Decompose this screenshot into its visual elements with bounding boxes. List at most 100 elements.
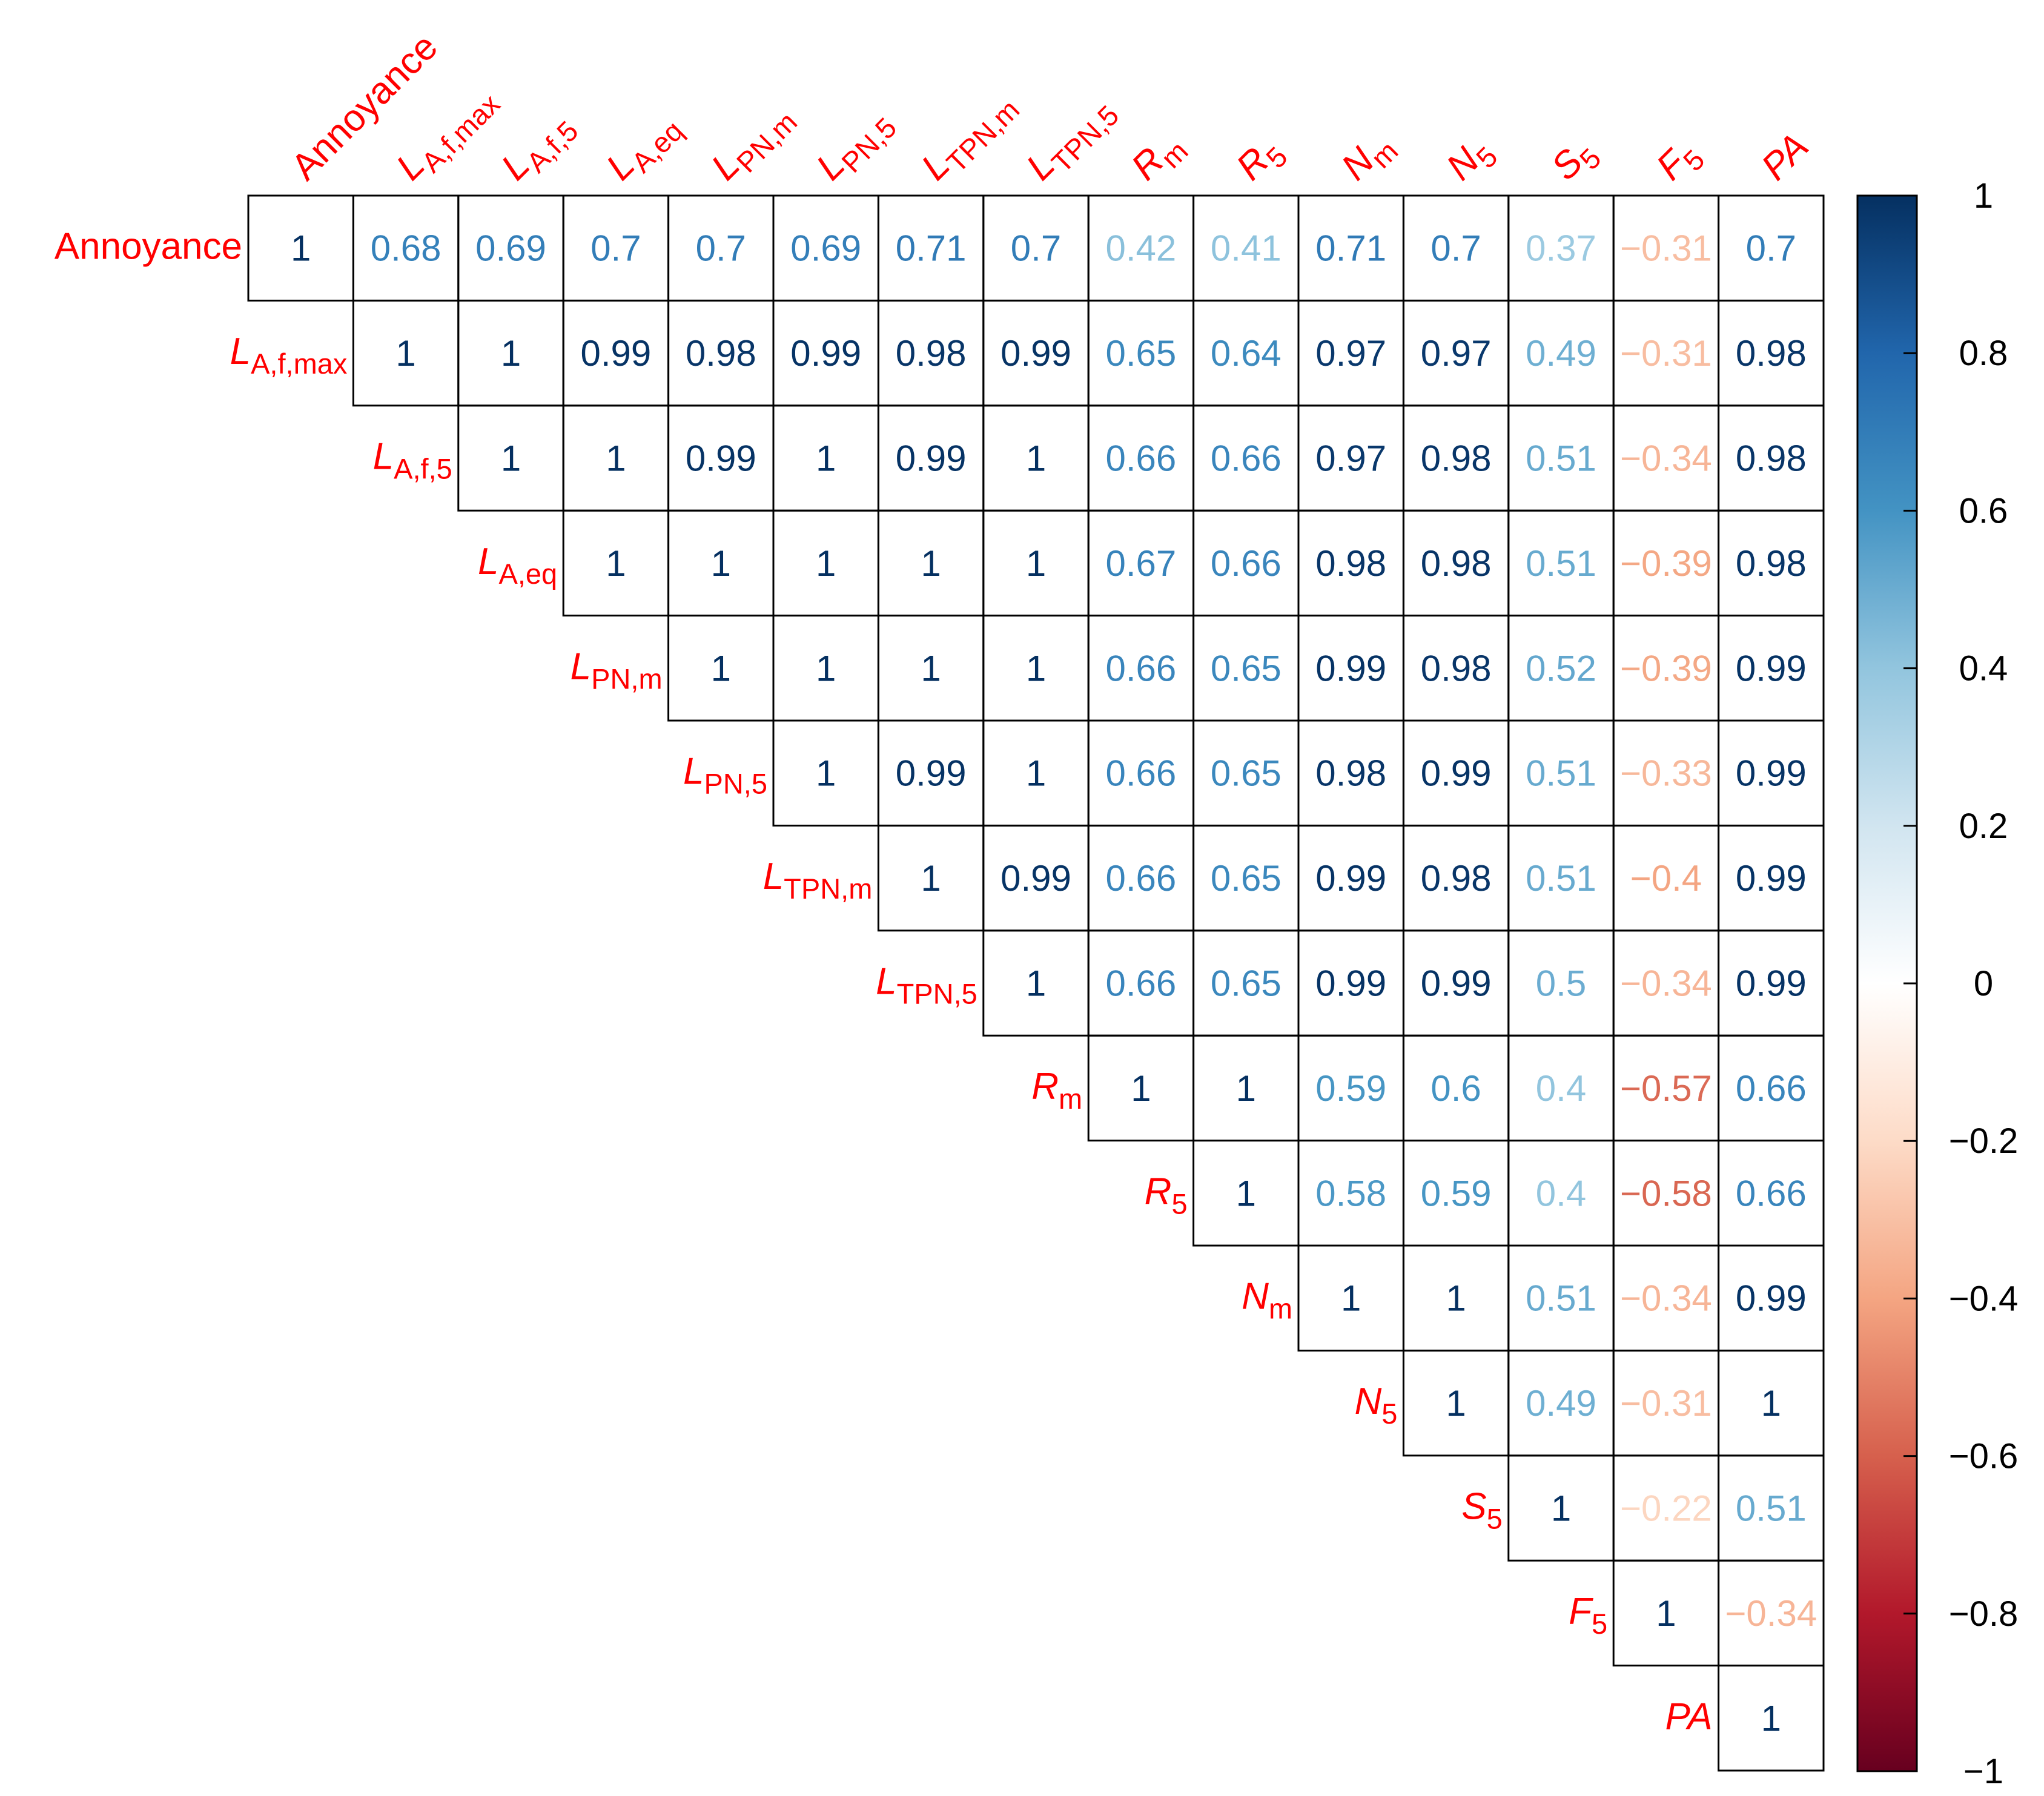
colorbar-tick-label: −0.6 xyxy=(1949,1437,2019,1476)
matrix-cell: 0.68 xyxy=(352,194,460,302)
cell-value: 0.65 xyxy=(1211,753,1282,794)
cell-value: 0.99 xyxy=(1315,648,1386,688)
cell-value: 0.99 xyxy=(1001,333,1071,374)
cell-value: 0.7 xyxy=(696,228,746,269)
matrix-cell: 0.5 xyxy=(1507,929,1615,1037)
row-label: Nm xyxy=(1242,1276,1292,1325)
matrix-cell: 1 xyxy=(877,509,985,617)
cell-value: −0.34 xyxy=(1620,1278,1712,1319)
matrix-cell: 0.37 xyxy=(1507,194,1615,302)
row-label: LTPN,m xyxy=(763,856,873,905)
cell-value: 1 xyxy=(1446,1383,1466,1424)
matrix-cell: 0.65 xyxy=(1192,929,1300,1037)
label-base: S xyxy=(1461,1486,1486,1528)
row-label: Rm xyxy=(1031,1066,1082,1115)
cell-value: 0.99 xyxy=(896,753,967,794)
column-label: N5 xyxy=(1438,128,1503,193)
label-base: L xyxy=(230,331,251,372)
colorbar-tick-label: −0.4 xyxy=(1949,1279,2019,1318)
cell-value: 0.7 xyxy=(590,228,641,269)
matrix-cell: 0.99 xyxy=(982,299,1090,407)
cell-value: 0.69 xyxy=(475,228,546,269)
cell-value: 0.5 xyxy=(1536,963,1586,1004)
cell-value: 0.98 xyxy=(1736,543,1807,584)
cell-value: −0.31 xyxy=(1620,228,1712,269)
cell-value: 0.98 xyxy=(686,333,756,374)
cell-value: 0.66 xyxy=(1106,648,1177,688)
cell-value: 0.99 xyxy=(1736,648,1807,688)
cell-value: 0.41 xyxy=(1211,228,1282,269)
cell-value: 1 xyxy=(1761,1383,1781,1424)
cell-value: −0.31 xyxy=(1620,333,1712,374)
label-base: PA xyxy=(1753,125,1816,188)
cell-value: 1 xyxy=(606,543,626,584)
matrix-cell: 0.97 xyxy=(1297,299,1404,407)
cell-value: 1 xyxy=(816,753,836,794)
cell-value: −0.34 xyxy=(1620,438,1712,479)
cell-value: 0.4 xyxy=(1536,1173,1586,1213)
matrix-cell: 0.99 xyxy=(1402,719,1510,827)
cell-value: 1 xyxy=(816,543,836,584)
matrix-cell: 0.99 xyxy=(982,824,1090,932)
matrix-cell: −0.34 xyxy=(1718,1559,1825,1667)
cell-value: 0.98 xyxy=(1736,438,1807,479)
row-label: LPN,5 xyxy=(683,751,767,800)
cell-value: 0.98 xyxy=(1421,543,1492,584)
matrix-cell: 0.51 xyxy=(1507,404,1615,512)
matrix-cell: 0.6 xyxy=(1402,1034,1510,1142)
matrix-cell: 1 xyxy=(667,509,775,617)
matrix-cell: −0.39 xyxy=(1612,615,1720,722)
matrix-cell: 0.99 xyxy=(667,404,775,512)
matrix-cell: 0.71 xyxy=(877,194,985,302)
label-subscript: A,eq xyxy=(499,558,558,590)
cell-value: 0.66 xyxy=(1211,543,1282,584)
matrix-cell: 0.99 xyxy=(1718,719,1825,827)
label-base: L xyxy=(763,856,784,897)
matrix-cell: 0.98 xyxy=(1402,824,1510,932)
cell-value: 0.7 xyxy=(1430,228,1481,269)
cell-value: 0.6 xyxy=(1430,1068,1481,1109)
matrix-cell: 0.99 xyxy=(562,299,670,407)
matrix-cell: 1 xyxy=(877,824,985,932)
cell-value: 0.71 xyxy=(1315,228,1386,269)
matrix-cell: −0.57 xyxy=(1612,1034,1720,1142)
matrix-cell: 0.51 xyxy=(1507,1244,1615,1352)
matrix-cell: 0.51 xyxy=(1718,1454,1825,1562)
matrix-cell: −0.22 xyxy=(1612,1454,1720,1562)
cell-value: 1 xyxy=(606,438,626,479)
cell-value: 0.99 xyxy=(1736,753,1807,794)
column-label: LA,f,5 xyxy=(494,102,584,193)
matrix-cell: 1 xyxy=(1718,1665,1825,1772)
matrix-cell: 0.71 xyxy=(1297,194,1404,302)
column-label: PA xyxy=(1753,125,1816,188)
matrix-cell: 1 xyxy=(1612,1559,1720,1667)
matrix-cell: 0.7 xyxy=(667,194,775,302)
matrix-cell: −0.33 xyxy=(1612,719,1720,827)
label-subscript: TPN,5 xyxy=(1045,99,1125,179)
label-subscript: TPN,m xyxy=(940,93,1025,179)
label-base: L xyxy=(571,645,591,687)
cell-value: 0.98 xyxy=(1421,438,1492,479)
row-label: LA,f,max xyxy=(230,331,348,380)
cell-value: −0.39 xyxy=(1620,648,1712,688)
label-subscript: m xyxy=(1269,1293,1292,1325)
matrix-cell: 0.99 xyxy=(1718,929,1825,1037)
cell-value: 0.59 xyxy=(1315,1068,1386,1109)
cell-value: 0.4 xyxy=(1536,1068,1586,1109)
label-base: Annoyance xyxy=(55,226,242,268)
label-base: N xyxy=(1242,1276,1269,1318)
matrix-cell: 0.98 xyxy=(1718,509,1825,617)
matrix-cell: 0.99 xyxy=(877,719,985,827)
matrix-cell: 1 xyxy=(982,615,1090,722)
label-subscript: A,f,max xyxy=(415,88,506,179)
matrix-cell: 0.66 xyxy=(1192,404,1300,512)
cell-value: 0.97 xyxy=(1421,333,1492,374)
matrix-cell: 0.69 xyxy=(457,194,564,302)
matrix-cell: 0.51 xyxy=(1507,824,1615,932)
cell-value: 1 xyxy=(921,858,941,899)
cell-value: 0.99 xyxy=(790,333,861,374)
label-subscript: TPN,m xyxy=(784,873,872,905)
matrix-cell: 1 xyxy=(1297,1244,1404,1352)
label-subscript: 5 xyxy=(1592,1608,1607,1640)
matrix-cell: 0.42 xyxy=(1087,194,1195,302)
